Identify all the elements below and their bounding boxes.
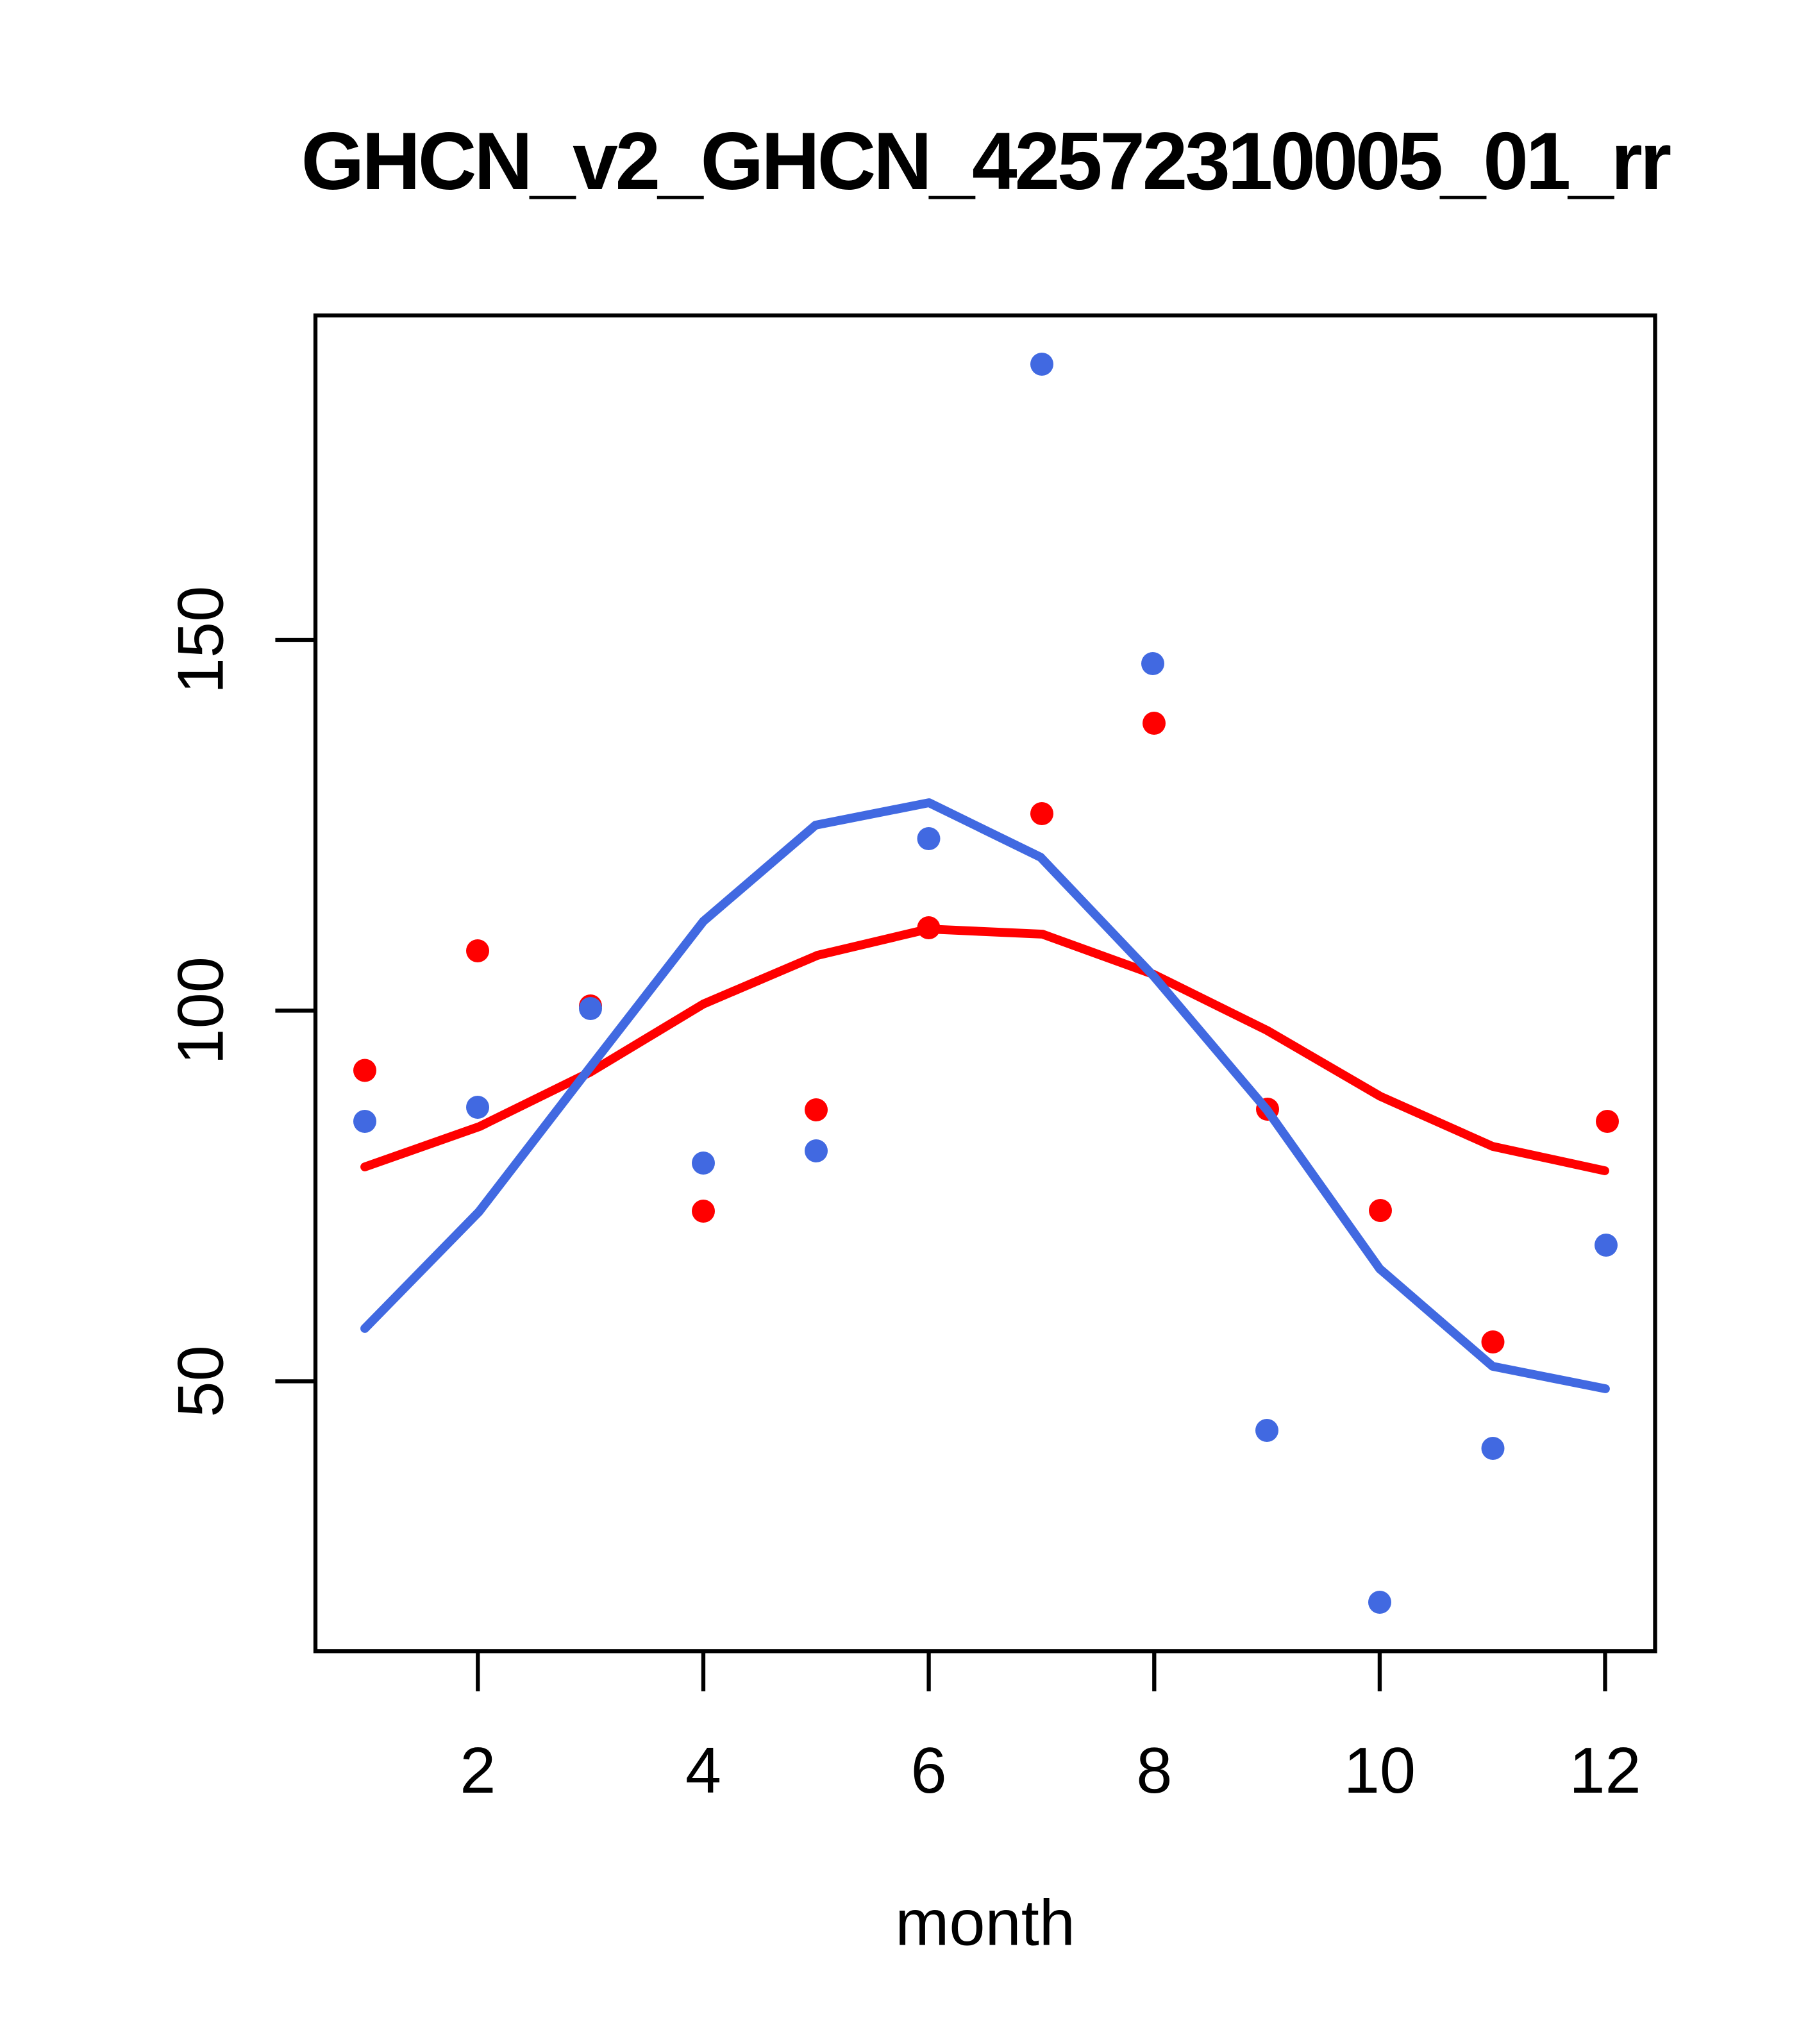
svg-text:GHCN_v2_GHCN_42572310005_01_rr: GHCN_v2_GHCN_42572310005_01_rr xyxy=(301,115,1671,206)
svg-text:10: 10 xyxy=(1344,1735,1416,1807)
svg-text:6: 6 xyxy=(911,1735,947,1807)
svg-text:month: month xyxy=(895,1888,1075,1959)
svg-text:50: 50 xyxy=(165,1345,237,1417)
svg-text:150: 150 xyxy=(165,586,237,694)
svg-text:100: 100 xyxy=(165,957,237,1065)
svg-text:4: 4 xyxy=(685,1735,721,1807)
svg-text:2: 2 xyxy=(460,1735,496,1807)
svg-text:8: 8 xyxy=(1136,1735,1172,1807)
svg-text:12: 12 xyxy=(1569,1735,1641,1807)
